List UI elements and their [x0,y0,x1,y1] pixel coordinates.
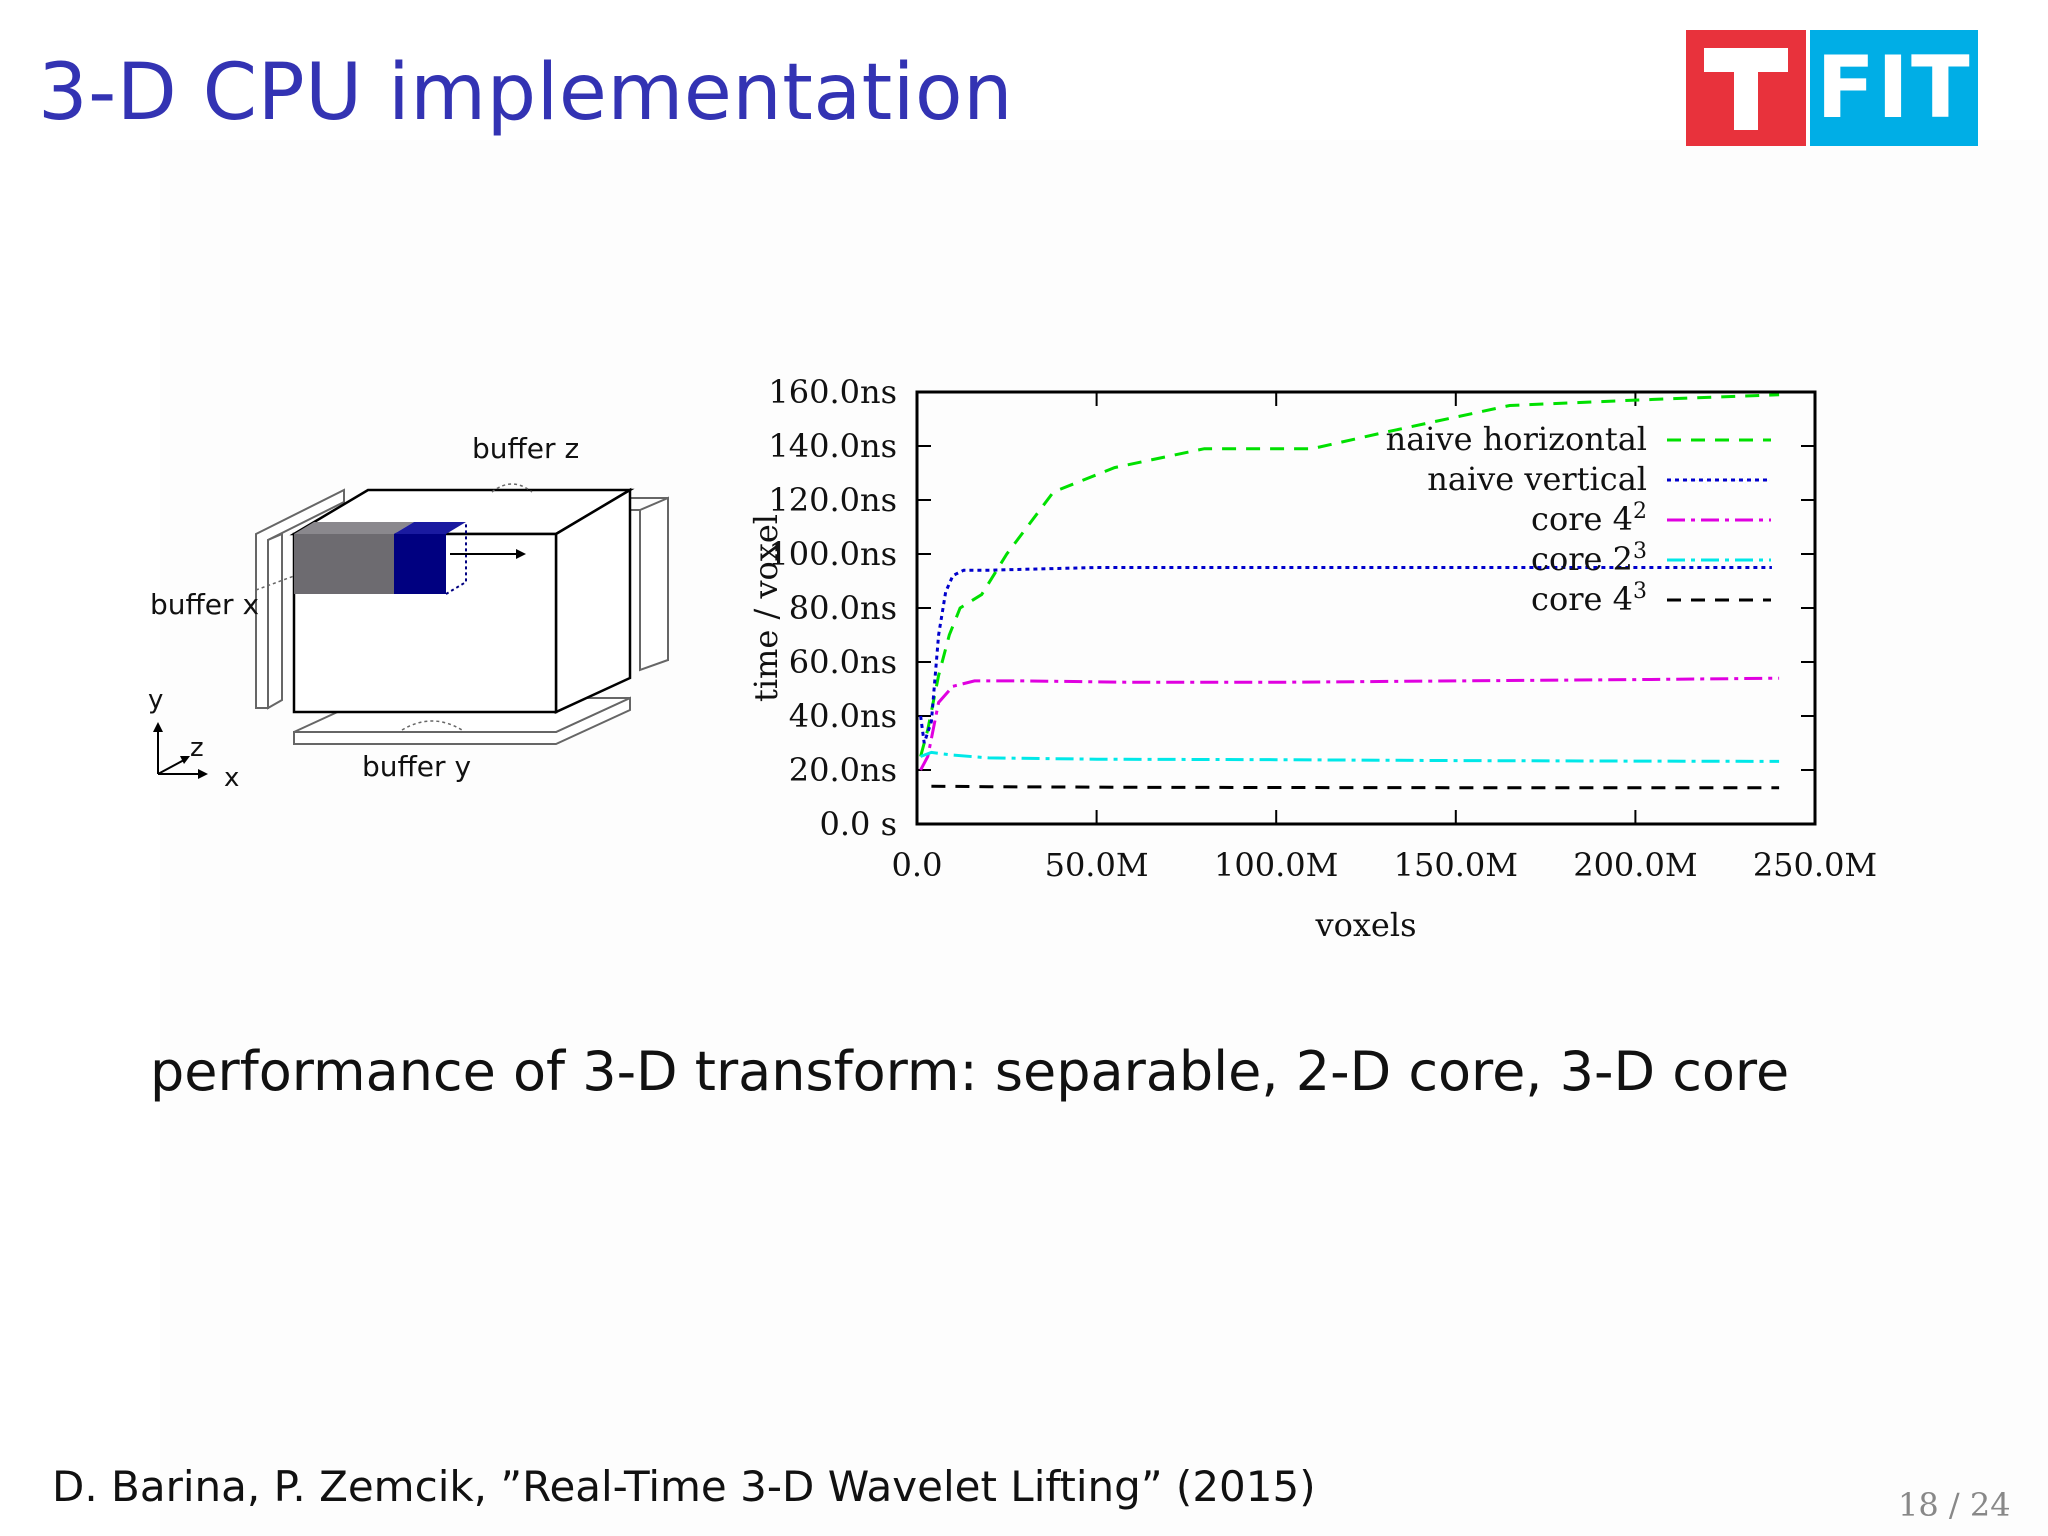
axis-z-arrowhead [180,756,190,764]
buffer-x-label: buffer x [150,588,259,621]
processed-region-top [294,522,414,534]
logo-fit-text: FIT [1810,30,1978,146]
y-tick-label: 140.0ns [768,427,897,465]
y-tick-label: 120.0ns [768,481,897,519]
series-line-1 [919,566,1772,744]
performance-chart: 0.0 s 20.0ns 40.0ns 60.0ns 80.0ns 100.0ns 120.… [640,360,1940,960]
buffer-x-side [267,532,283,710]
buffer-z-side [639,496,669,672]
citation: D. Barina, P. Zemcik, ”Real-Time 3-D Wav… [52,1462,1316,1511]
chart-svg: 0.0 s 20.0ns 40.0ns 60.0ns 80.0ns 100.0ns 120.… [747,373,1877,944]
y-axis-ticks: 0.0 s 20.0ns 40.0ns 60.0ns 80.0ns 100.0ns 120.… [768,373,1815,843]
legend-label-2: core 42 [1531,499,1647,538]
x-tick-label: 0.0 [892,846,943,884]
y-tick-label: 60.0ns [789,643,897,681]
x-tick-label: 200.0M [1573,846,1697,884]
slide-caption: performance of 3-D transform: separable,… [150,1040,1790,1103]
logo-t-mark [1686,30,1806,146]
fit-logo: FIT [1686,30,1978,146]
x-axis-label: voxels [1315,906,1417,944]
x-tick-label: 250.0M [1753,846,1877,884]
legend-label-0: naive horizontal [1386,420,1647,458]
core-block-edge [445,522,467,595]
page-number: 18 / 24 [1898,1486,2011,1524]
axis-y-label: y [148,685,163,715]
y-tick-label: 80.0ns [789,589,897,627]
content-panel [160,140,2048,1536]
legend-label-1: naive vertical [1427,460,1647,498]
series-line-4 [931,784,1780,790]
logo-t-shape [1704,48,1788,130]
processed-region [294,534,394,594]
logo-t-glyph [1704,48,1788,130]
buffer-y-label: buffer y [362,750,471,783]
buffer-diagram-svg: buffer z buffer x buffer y y z x [148,432,669,793]
core-block [394,534,446,594]
buffer-y-connector [401,720,463,731]
direction-arrowhead [516,549,526,559]
y-tick-label: 0.0 s [820,805,897,843]
axis-x-arrowhead [198,769,208,779]
core-block-top [394,522,466,534]
axis-x-label: x [224,763,239,793]
y-tick-label: 100.0ns [768,535,897,573]
buffer-x-connector [255,575,295,591]
axis-y-arrowhead [153,722,163,732]
y-tick-label: 20.0ns [789,751,897,789]
buffer-diagram: buffer z buffer x buffer y y z x [140,430,700,810]
axis-gizmo [157,730,200,775]
plot-frame [915,390,1817,826]
series-line-2 [919,676,1780,771]
series-line-3 [920,750,1780,763]
series-line-0 [919,393,1780,757]
slide-title: 3-D CPU implementation [38,48,1014,138]
legend-label-3: core 23 [1531,539,1647,578]
legend-label-4: core 43 [1531,579,1647,618]
x-tick-label: 100.0M [1214,846,1338,884]
x-tick-label: 50.0M [1045,846,1149,884]
y-axis-label: time / voxel [747,514,785,702]
y-tick-label: 40.0ns [789,697,897,735]
x-tick-label: 150.0M [1394,846,1518,884]
x-axis-ticks: 0.0 50.0M 100.0M 150.0M 200.0M 250.0M [892,392,1877,884]
buffer-z-label: buffer z [472,432,579,465]
y-tick-label: 160.0ns [768,373,897,411]
series-lines [919,393,1780,790]
axis-z-line [157,759,185,775]
axis-z-label: z [190,733,204,763]
